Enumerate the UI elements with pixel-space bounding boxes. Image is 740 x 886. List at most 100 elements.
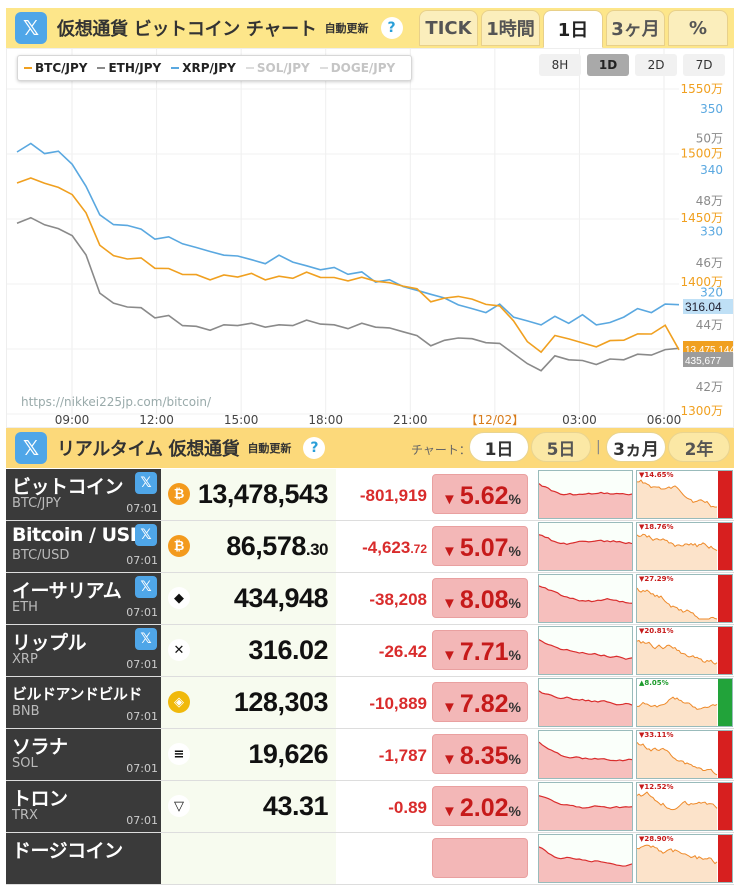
chart-canvas[interactable]: 09:00 12:00 15:00 18:00 21:00 【12/02】 03:00 06:… xyxy=(7,49,735,429)
percent-change-badge: ▼ 7.82% xyxy=(432,682,528,722)
help-icon[interactable]: ? xyxy=(303,437,326,459)
coin-name-cell[interactable]: イーサリアム ETH 07:01 𝕏 xyxy=(6,573,161,624)
crypto-row[interactable]: ビルドアンドビルド BNB 07:01 ◈ 128,303 -10,889 ▼ 7… xyxy=(6,677,734,729)
range-8h[interactable]: 8H xyxy=(539,54,581,76)
coin-name-cell[interactable]: ドージコイン xyxy=(6,833,161,884)
tab-3m[interactable]: 3ヶ月 xyxy=(606,10,665,46)
intraday-mini-chart[interactable] xyxy=(538,678,633,727)
legend-doge[interactable]: DOGE/JPY xyxy=(319,61,395,75)
eth-axis-label: 48万 xyxy=(696,194,723,208)
period-2y[interactable]: 2年 xyxy=(668,432,730,462)
btc-axis-label: 1550万 xyxy=(680,82,723,96)
coin-name: Bitcoin / USD xyxy=(12,524,146,546)
longterm-mini-chart[interactable]: ▼12.52% xyxy=(636,782,733,831)
coin-name-cell[interactable]: Bitcoin / USD BTC/USD 07:01 𝕏 xyxy=(6,521,161,572)
longterm-mini-chart[interactable]: ▼27.29% xyxy=(636,574,733,623)
coin-name-cell[interactable]: リップル XRP 07:01 𝕏 xyxy=(6,625,161,676)
price-change-dec: .72 xyxy=(410,542,427,556)
tab-1d[interactable]: 1日 xyxy=(543,10,603,48)
coin-name-cell[interactable]: ソラナ SOL 07:01 xyxy=(6,729,161,780)
legend-btc[interactable]: BTC/JPY xyxy=(24,61,87,75)
x-share-icon[interactable]: 𝕏 xyxy=(135,524,157,546)
coin-symbol: SOL xyxy=(12,756,38,771)
percent-sign: % xyxy=(508,543,521,559)
coin-price: 13,478,543 xyxy=(198,479,329,510)
price-cell: ◈ 128,303 xyxy=(161,677,336,728)
intraday-mini-chart[interactable] xyxy=(538,834,633,883)
x-share-icon[interactable]: 𝕏 xyxy=(135,628,157,650)
update-time: 07:01 xyxy=(126,762,158,775)
tab-percent[interactable]: % xyxy=(668,10,728,46)
x-logo-icon[interactable]: 𝕏 xyxy=(15,12,47,44)
coin-glyph: ▽ xyxy=(174,798,184,814)
range-2d[interactable]: 2D xyxy=(635,54,677,76)
coin-name-cell[interactable]: ビットコイン BTC/JPY 07:01 𝕏 xyxy=(6,469,161,520)
coin-name-cell[interactable]: ビルドアンドビルド BNB 07:01 xyxy=(6,677,161,728)
percent-change-badge: ▼ 5.62% xyxy=(432,474,528,514)
legend-xrp[interactable]: XRP/JPY xyxy=(171,61,236,75)
legend-eth[interactable]: ETH/JPY xyxy=(97,61,161,75)
longterm-mini-chart[interactable]: ▼33.11% xyxy=(636,730,733,779)
help-icon[interactable]: ? xyxy=(380,17,403,39)
x-share-icon[interactable]: 𝕏 xyxy=(135,472,157,494)
range-1d[interactable]: 1D xyxy=(587,54,629,76)
period-1d[interactable]: 1日 xyxy=(469,432,529,462)
series-line-eth xyxy=(16,216,680,372)
coin-price: 128,303 xyxy=(234,687,329,718)
longterm-area xyxy=(637,697,717,726)
tab-tick[interactable]: TICK xyxy=(419,10,478,46)
x-tick-label: 【12/02】 xyxy=(466,413,525,427)
legend-sol[interactable]: SOL/JPY xyxy=(245,61,310,75)
intraday-mini-chart[interactable] xyxy=(538,782,633,831)
intraday-mini-chart[interactable] xyxy=(538,574,633,623)
percent-sign: % xyxy=(508,647,521,663)
intraday-mini-chart[interactable] xyxy=(538,522,633,571)
series-line-xrp xyxy=(16,142,680,326)
crypto-row[interactable]: イーサリアム ETH 07:01 𝕏 ◆ 434,948 -38,208 ▼ 8.… xyxy=(6,573,734,625)
intraday-mini-chart[interactable] xyxy=(538,730,633,779)
coin-name-cell[interactable]: トロン TRX 07:01 xyxy=(6,781,161,832)
coin-glyph: ✕ xyxy=(173,642,185,658)
coin-name: ドージコイン xyxy=(12,840,123,862)
down-arrow-icon: ▼ xyxy=(442,543,457,560)
percent-value: 7.82 xyxy=(459,690,509,718)
coin-symbol: BNB xyxy=(12,704,40,719)
intraday-sparkline xyxy=(538,795,633,830)
price-chart[interactable]: 09:00 12:00 15:00 18:00 21:00 【12/02】 03:00 06:… xyxy=(6,48,735,429)
intraday-area xyxy=(539,534,632,570)
x-logo-icon[interactable]: 𝕏 xyxy=(15,432,47,464)
crypto-row[interactable]: ビットコイン BTC/JPY 07:01 𝕏 ₿ 13,478,543 -801… xyxy=(6,469,734,521)
x-share-icon[interactable]: 𝕏 xyxy=(135,576,157,598)
x-tick-label: 03:00 xyxy=(562,413,597,427)
intraday-sparkline xyxy=(538,639,633,674)
period-3m[interactable]: 3ヵ月 xyxy=(606,432,666,462)
down-arrow-icon: ▼ xyxy=(442,647,457,664)
eth-last-label-bg xyxy=(683,352,733,367)
longterm-area xyxy=(637,588,717,622)
longterm-mini-chart[interactable]: ▼18.76% xyxy=(636,522,733,571)
longterm-mini-chart[interactable]: ▼28.90% xyxy=(636,834,733,883)
down-arrow-icon: ▼ xyxy=(442,751,457,768)
coin-name: イーサリアム xyxy=(12,580,122,602)
crypto-row[interactable]: ソラナ SOL 07:01 ≡ 19,626 -1,787 ▼ 8.35% xyxy=(6,729,734,781)
crypto-row[interactable]: ドージコイン ▼28.90% xyxy=(6,833,734,885)
solana-icon: ≡ xyxy=(168,743,190,765)
intraday-mini-chart[interactable] xyxy=(538,626,633,675)
mini-chart-change: ▼12.52% xyxy=(639,783,674,791)
crypto-row[interactable]: Bitcoin / USD BTC/USD 07:01 𝕏 ₿ 86,578.3… xyxy=(6,521,734,573)
crypto-row[interactable]: トロン TRX 07:01 ▽ 43.31 -0.89 ▼ 2.02% ▼1 xyxy=(6,781,734,833)
price-change-int: -801,919 xyxy=(359,486,427,505)
longterm-mini-chart[interactable]: ▼20.81% xyxy=(636,626,733,675)
chart-legend: BTC/JPY ETH/JPY XRP/JPY SOL/JPY DOGE/JPY xyxy=(17,55,413,81)
longterm-line xyxy=(636,696,718,710)
intraday-mini-chart[interactable] xyxy=(538,470,633,519)
btc-axis-label: 1500万 xyxy=(680,146,723,160)
longterm-mini-chart[interactable]: ▲8.05% xyxy=(636,678,733,727)
tab-1h[interactable]: 1時間 xyxy=(481,10,540,46)
longterm-mini-chart[interactable]: ▼14.65% xyxy=(636,470,733,519)
crypto-row[interactable]: リップル XRP 07:01 𝕏 ✕ 316.02 -26.42 ▼ 7.71% xyxy=(6,625,734,677)
period-5d[interactable]: 5日 xyxy=(531,432,591,462)
range-7d[interactable]: 7D xyxy=(683,54,725,76)
longterm-sparkline xyxy=(636,533,718,570)
down-arrow-icon: ▼ xyxy=(442,803,457,820)
